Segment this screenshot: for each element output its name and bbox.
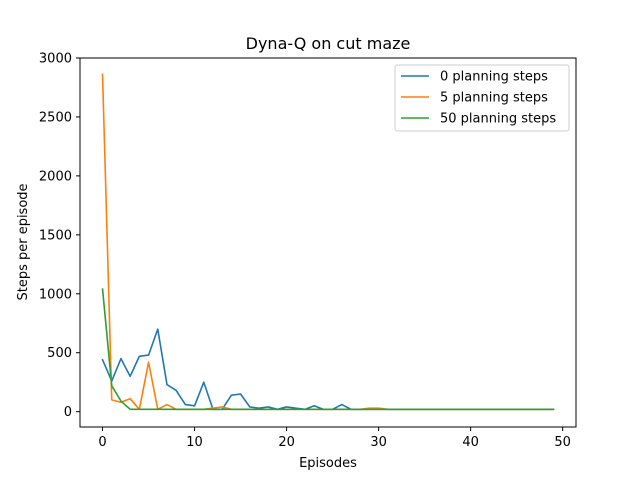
legend-label-0: 0 planning steps: [440, 70, 548, 85]
y-tick-label-6: 3000: [39, 52, 72, 67]
axes-frame: [79, 57, 577, 428]
legend-label-2: 50 planning steps: [440, 112, 556, 127]
y-tick-label-3: 1500: [39, 228, 72, 243]
y-tick-label-0: 0: [64, 405, 72, 420]
x-tick-label-2: 20: [278, 435, 295, 450]
x-axis-ticks: 0 10 20 30 40 50: [98, 427, 571, 450]
x-tick-label-0: 0: [98, 435, 106, 450]
x-tick-label-3: 30: [370, 435, 387, 450]
series-line-2: [101, 288, 555, 411]
legend-box: [394, 64, 570, 132]
y-tick-label-5: 2500: [39, 110, 72, 125]
legend: 0 planning steps 5 planning steps 50 plann…: [394, 64, 570, 132]
x-tick-label-5: 50: [554, 435, 571, 450]
y-axis-label: Steps per episode: [16, 183, 31, 300]
legend-label-1: 5 planning steps: [440, 91, 548, 106]
y-tick-label-1: 500: [47, 346, 72, 361]
plot-lines: [101, 73, 555, 411]
y-axis-ticks: 0 500 1000 1500 2000 2500 3000: [39, 52, 80, 420]
y-tick-label-2: 1000: [39, 287, 72, 302]
y-tick-label-4: 2000: [39, 169, 72, 184]
x-axis-label: Episodes: [299, 456, 357, 471]
x-tick-label-1: 10: [186, 435, 203, 450]
chart-title: Dyna-Q on cut maze: [246, 34, 411, 53]
x-tick-label-4: 40: [462, 435, 479, 450]
